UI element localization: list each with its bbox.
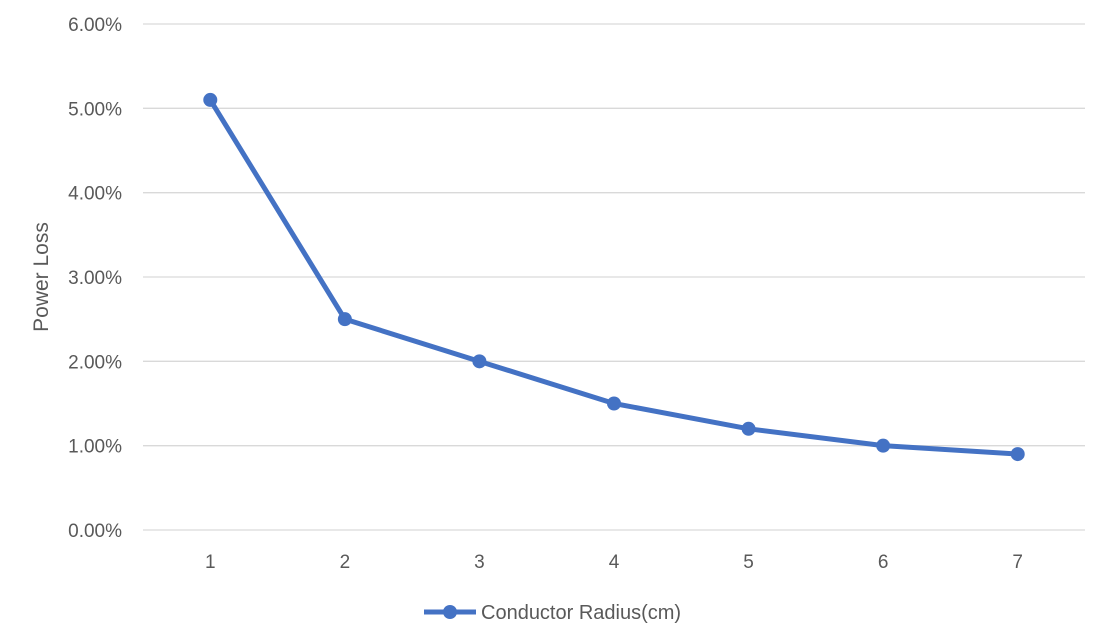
x-tick-label: 1	[205, 552, 216, 573]
data-point	[607, 396, 621, 411]
y-tick-label: 6.00%	[68, 15, 122, 36]
gridlines	[143, 23, 1085, 531]
series-layer	[203, 92, 1025, 462]
legend: Conductor Radius(cm)	[424, 602, 681, 624]
data-point	[741, 421, 756, 436]
x-tick-label: 5	[743, 552, 754, 573]
legend-series-label: Conductor Radius(cm)	[481, 602, 681, 624]
y-tick-label: 2.00%	[68, 352, 122, 373]
y-tick-label: 5.00%	[68, 99, 122, 120]
data-point	[203, 92, 218, 107]
x-tick-label: 3	[474, 552, 485, 573]
y-tick-label: 3.00%	[68, 268, 122, 289]
legend-series-marker	[443, 605, 457, 619]
x-axis-tick-labels: 1 2 3 4 5 6 7	[205, 552, 1023, 573]
y-tick-label: 1.00%	[68, 437, 122, 458]
x-tick-label: 7	[1012, 552, 1023, 573]
y-axis-title: Power Loss	[30, 222, 53, 332]
y-tick-label: 0.00%	[68, 521, 122, 542]
data-point	[472, 354, 487, 369]
data-point	[337, 312, 352, 327]
data-point	[876, 438, 891, 453]
x-tick-label: 2	[340, 552, 351, 573]
x-tick-label: 6	[878, 552, 889, 573]
y-tick-label: 4.00%	[68, 184, 122, 205]
data-point	[1010, 447, 1025, 462]
y-axis-tick-labels: 0.00% 1.00% 2.00% 3.00% 4.00% 5.00% 6.00%	[68, 15, 122, 542]
x-tick-label: 4	[609, 552, 620, 573]
